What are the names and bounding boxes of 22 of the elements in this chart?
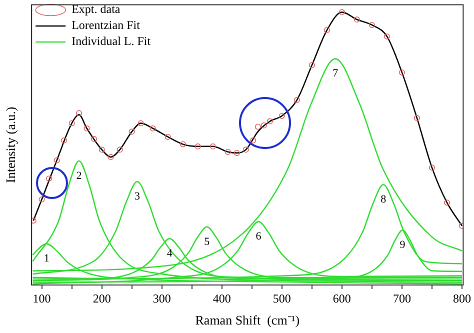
x-tick-label: 100 — [32, 291, 51, 306]
legend-label: Expt. data — [72, 2, 121, 16]
annotation: 2 — [76, 170, 82, 182]
annotation: 6 — [256, 230, 262, 243]
legend-label: Individual L. Fit — [72, 34, 152, 48]
annotation: 7 — [332, 68, 339, 80]
x-tick-label: 700 — [392, 291, 411, 306]
x-tick-label: 400 — [212, 291, 231, 306]
annotation: 4 — [166, 248, 173, 260]
annotation: 1 — [44, 252, 50, 265]
x-tick-label: 600 — [332, 291, 351, 306]
x-tick-label: 800 — [452, 291, 471, 306]
annotation: 5 — [204, 236, 210, 248]
x-tick-label: 500 — [272, 291, 291, 306]
legend-label: Lorentzian Fit — [72, 18, 141, 32]
x-tick-label: 200 — [92, 291, 111, 306]
y-axis-title: Intensity (a.u.) — [3, 106, 18, 183]
annotation: 8 — [380, 193, 387, 206]
annotation: 3 — [134, 190, 140, 202]
x-axis-title: Raman Shift (cm⁻¹) — [195, 312, 300, 328]
x-tick-label: 300 — [152, 291, 171, 306]
annotation: 9 — [400, 239, 406, 252]
